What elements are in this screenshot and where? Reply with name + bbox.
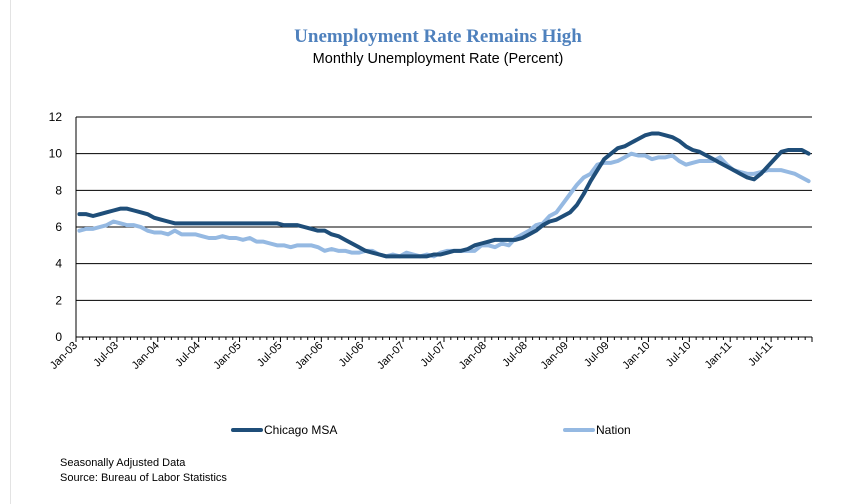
legend-swatch-chicago: [231, 428, 263, 432]
y-tick-label: 8: [55, 183, 62, 197]
chart-title: Unemployment Rate Remains High: [294, 26, 582, 47]
x-tick-label: Jan-09: [539, 340, 571, 372]
x-tick-label: Jul-10: [664, 340, 694, 370]
left-border: [10, 0, 11, 504]
x-tick-label: Jan-05: [211, 340, 243, 372]
x-tick-label: Jan-04: [130, 340, 162, 372]
y-tick-label: 12: [49, 110, 63, 124]
x-tick-label: Jul-09: [582, 340, 612, 370]
y-tick-label: 10: [49, 147, 63, 161]
y-tick-label: 2: [55, 293, 62, 307]
legend-swatch-nation: [563, 428, 595, 432]
legend-label-nation: Nation: [596, 423, 631, 437]
x-tick-label: Jan-06: [293, 340, 325, 372]
x-tick-label: Jul-04: [173, 340, 203, 370]
x-tick-label: Jan-07: [375, 340, 407, 372]
y-tick-label: 4: [55, 257, 62, 271]
x-tick-label: Jan-10: [620, 340, 652, 372]
x-axis: Jan-03 Jul-03 Jan-04 Jul-04 Jan-05 Jul-05 Jan-…: [48, 117, 813, 372]
series-line-chicago: [77, 131, 811, 259]
x-tick-label: Jan-08: [457, 340, 489, 372]
legend-item-chicago: Chicago MSA: [231, 422, 337, 438]
x-tick-label: Jul-08: [500, 340, 530, 370]
y-axis: 0 2 4 6 8 10 12: [49, 110, 63, 344]
chart-subtitle: Monthly Unemployment Rate (Percent): [312, 51, 564, 67]
x-tick-label: Jan-03: [48, 340, 80, 372]
legend-item-nation: Nation: [563, 422, 631, 438]
line-chart: 0 2 4 6 8 10 12 Jan-03 Jul-03 Jan-04 Jul-04 Jan-05…: [48, 110, 813, 372]
y-tick-label: 6: [55, 220, 62, 234]
x-tick-label: Jul-07: [418, 340, 448, 370]
x-tick-label: Jul-03: [91, 340, 121, 370]
note-seasonal: Seasonally Adjusted Data: [60, 457, 186, 469]
series-line-nation: [77, 151, 811, 259]
x-tick-label: Jan-11: [703, 340, 735, 372]
series-lines: [77, 131, 811, 259]
x-tick-label: Jul-05: [255, 340, 285, 370]
legend-label-chicago: Chicago MSA: [264, 423, 338, 437]
x-tick-label: Jul-06: [337, 340, 367, 370]
y-tick-label: 0: [55, 330, 62, 344]
note-source: Source: Bureau of Labor Statistics: [60, 472, 227, 484]
x-tick-label: Jul-11: [746, 340, 775, 369]
grid-lines: [76, 116, 812, 301]
